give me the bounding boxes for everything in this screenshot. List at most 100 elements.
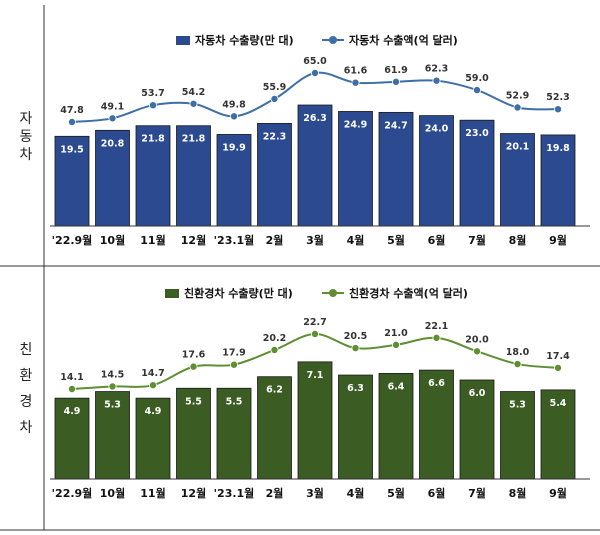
line-value-label: 59.0 xyxy=(465,73,489,84)
bar xyxy=(500,133,535,227)
x-tick-label: 9월 xyxy=(549,233,567,247)
legend-line-label: 친환경차 수출액(억 달러) xyxy=(349,286,468,300)
bar-value-label: 19.5 xyxy=(60,144,83,155)
bar xyxy=(378,111,414,227)
line-point xyxy=(513,360,522,369)
legend-line-marker xyxy=(329,36,337,44)
line-value-label: 20.5 xyxy=(344,331,367,342)
x-tick-label: 5월 xyxy=(387,486,405,500)
bar xyxy=(257,123,292,227)
bar-value-label: 19.9 xyxy=(222,142,245,153)
line-value-label: 17.4 xyxy=(546,351,570,362)
bar-value-label: 5.4 xyxy=(550,398,567,409)
x-tick-label: '23.1월 xyxy=(214,486,255,500)
x-tick-label: 4월 xyxy=(347,486,365,500)
line-point xyxy=(391,77,400,86)
legend-line-label: 자동차 수출액(억 달러) xyxy=(349,33,458,47)
line-value-label: 55.9 xyxy=(263,82,286,93)
line-value-label: 14.5 xyxy=(101,369,124,380)
line-point xyxy=(189,99,198,108)
legend-bar-label: 자동차 수출량(만 대) xyxy=(195,33,294,47)
line-point xyxy=(108,382,117,391)
bar-value-label: 22.3 xyxy=(263,131,286,142)
x-tick-label: 3월 xyxy=(306,233,324,247)
line-point xyxy=(189,362,198,371)
x-tick-label: 4월 xyxy=(347,233,365,247)
line-value-label: 62.3 xyxy=(425,64,448,75)
bar xyxy=(338,111,373,227)
line-value-label: 14.1 xyxy=(60,372,83,383)
bar xyxy=(378,372,414,480)
x-tick-label: 6월 xyxy=(428,233,446,247)
bar xyxy=(419,115,454,227)
line-point xyxy=(432,333,441,342)
x-tick-label: 11월 xyxy=(140,486,165,500)
x-tick-label: 8월 xyxy=(509,486,527,500)
bar xyxy=(459,119,495,227)
x-tick-label: '22.9월 xyxy=(52,233,93,247)
line-point xyxy=(351,344,360,353)
bar-value-label: 6.2 xyxy=(266,385,283,396)
line-point xyxy=(270,345,279,354)
bar-value-label: 4.9 xyxy=(145,406,162,417)
line-value-label: 54.2 xyxy=(182,87,205,98)
line-point xyxy=(68,118,77,127)
line-point xyxy=(229,360,238,369)
bar-value-label: 20.1 xyxy=(506,142,529,153)
bar-value-label: 24.7 xyxy=(384,120,407,131)
bar-value-label: 4.9 xyxy=(64,406,81,417)
bar xyxy=(54,135,90,227)
line-value-label: 61.6 xyxy=(344,66,368,77)
x-tick-label: 7월 xyxy=(468,233,486,247)
bar xyxy=(419,369,454,480)
bar-value-label: 21.8 xyxy=(141,134,165,145)
bar-value-label: 24.9 xyxy=(344,119,367,130)
x-tick-label: 10월 xyxy=(100,233,125,247)
x-tick-label: 12월 xyxy=(181,486,206,500)
line-value-label: 65.0 xyxy=(303,56,327,67)
x-tick-label: 7월 xyxy=(468,486,486,500)
bar xyxy=(54,397,90,480)
line-value-label: 21.0 xyxy=(384,328,408,339)
bar-value-label: 23.0 xyxy=(465,128,489,139)
bar xyxy=(257,376,292,480)
bar-value-label: 5.5 xyxy=(185,396,202,407)
line-value-label: 18.0 xyxy=(506,347,530,358)
legend-line-marker xyxy=(329,289,337,297)
bar-value-label: 6.3 xyxy=(347,383,364,394)
eco-car-export-chart: 친 환 경 차 친환경차 수출량(만 대) 친환경차 수출액(억 달러) 4.9 5.3 4.9… xyxy=(20,286,590,500)
line-point xyxy=(351,78,360,87)
line-point xyxy=(513,103,522,112)
bar-value-label: 21.8 xyxy=(182,134,206,145)
bar-value-label: 5.5 xyxy=(226,396,243,407)
line-point xyxy=(148,101,157,110)
x-tick-label: 5월 xyxy=(387,233,405,247)
line-point xyxy=(310,329,319,338)
legend-bar-swatch xyxy=(165,289,179,298)
bar xyxy=(297,104,333,227)
line-value-label: 22.1 xyxy=(425,321,448,332)
x-tick-label: '22.9월 xyxy=(52,486,93,500)
line-point xyxy=(270,94,279,103)
bar xyxy=(135,397,171,480)
bar xyxy=(338,374,373,480)
line-value-label: 14.7 xyxy=(141,368,164,379)
x-tick-label: 12월 xyxy=(181,233,206,247)
x-tick-label: 10월 xyxy=(100,486,125,500)
line-value-label: 47.8 xyxy=(60,105,84,116)
x-tick-label: 2월 xyxy=(266,486,284,500)
line-value-label: 52.3 xyxy=(546,92,569,103)
line-point xyxy=(108,114,117,123)
bar xyxy=(135,125,171,227)
x-tick-label: 9월 xyxy=(549,486,567,500)
bar xyxy=(216,134,252,227)
line-value-label: 20.2 xyxy=(263,333,286,344)
line-value-label: 49.1 xyxy=(101,101,124,112)
bar-value-label: 5.3 xyxy=(104,400,121,411)
bar xyxy=(176,125,211,227)
line-point xyxy=(229,112,238,121)
bar-value-label: 19.8 xyxy=(546,143,570,154)
